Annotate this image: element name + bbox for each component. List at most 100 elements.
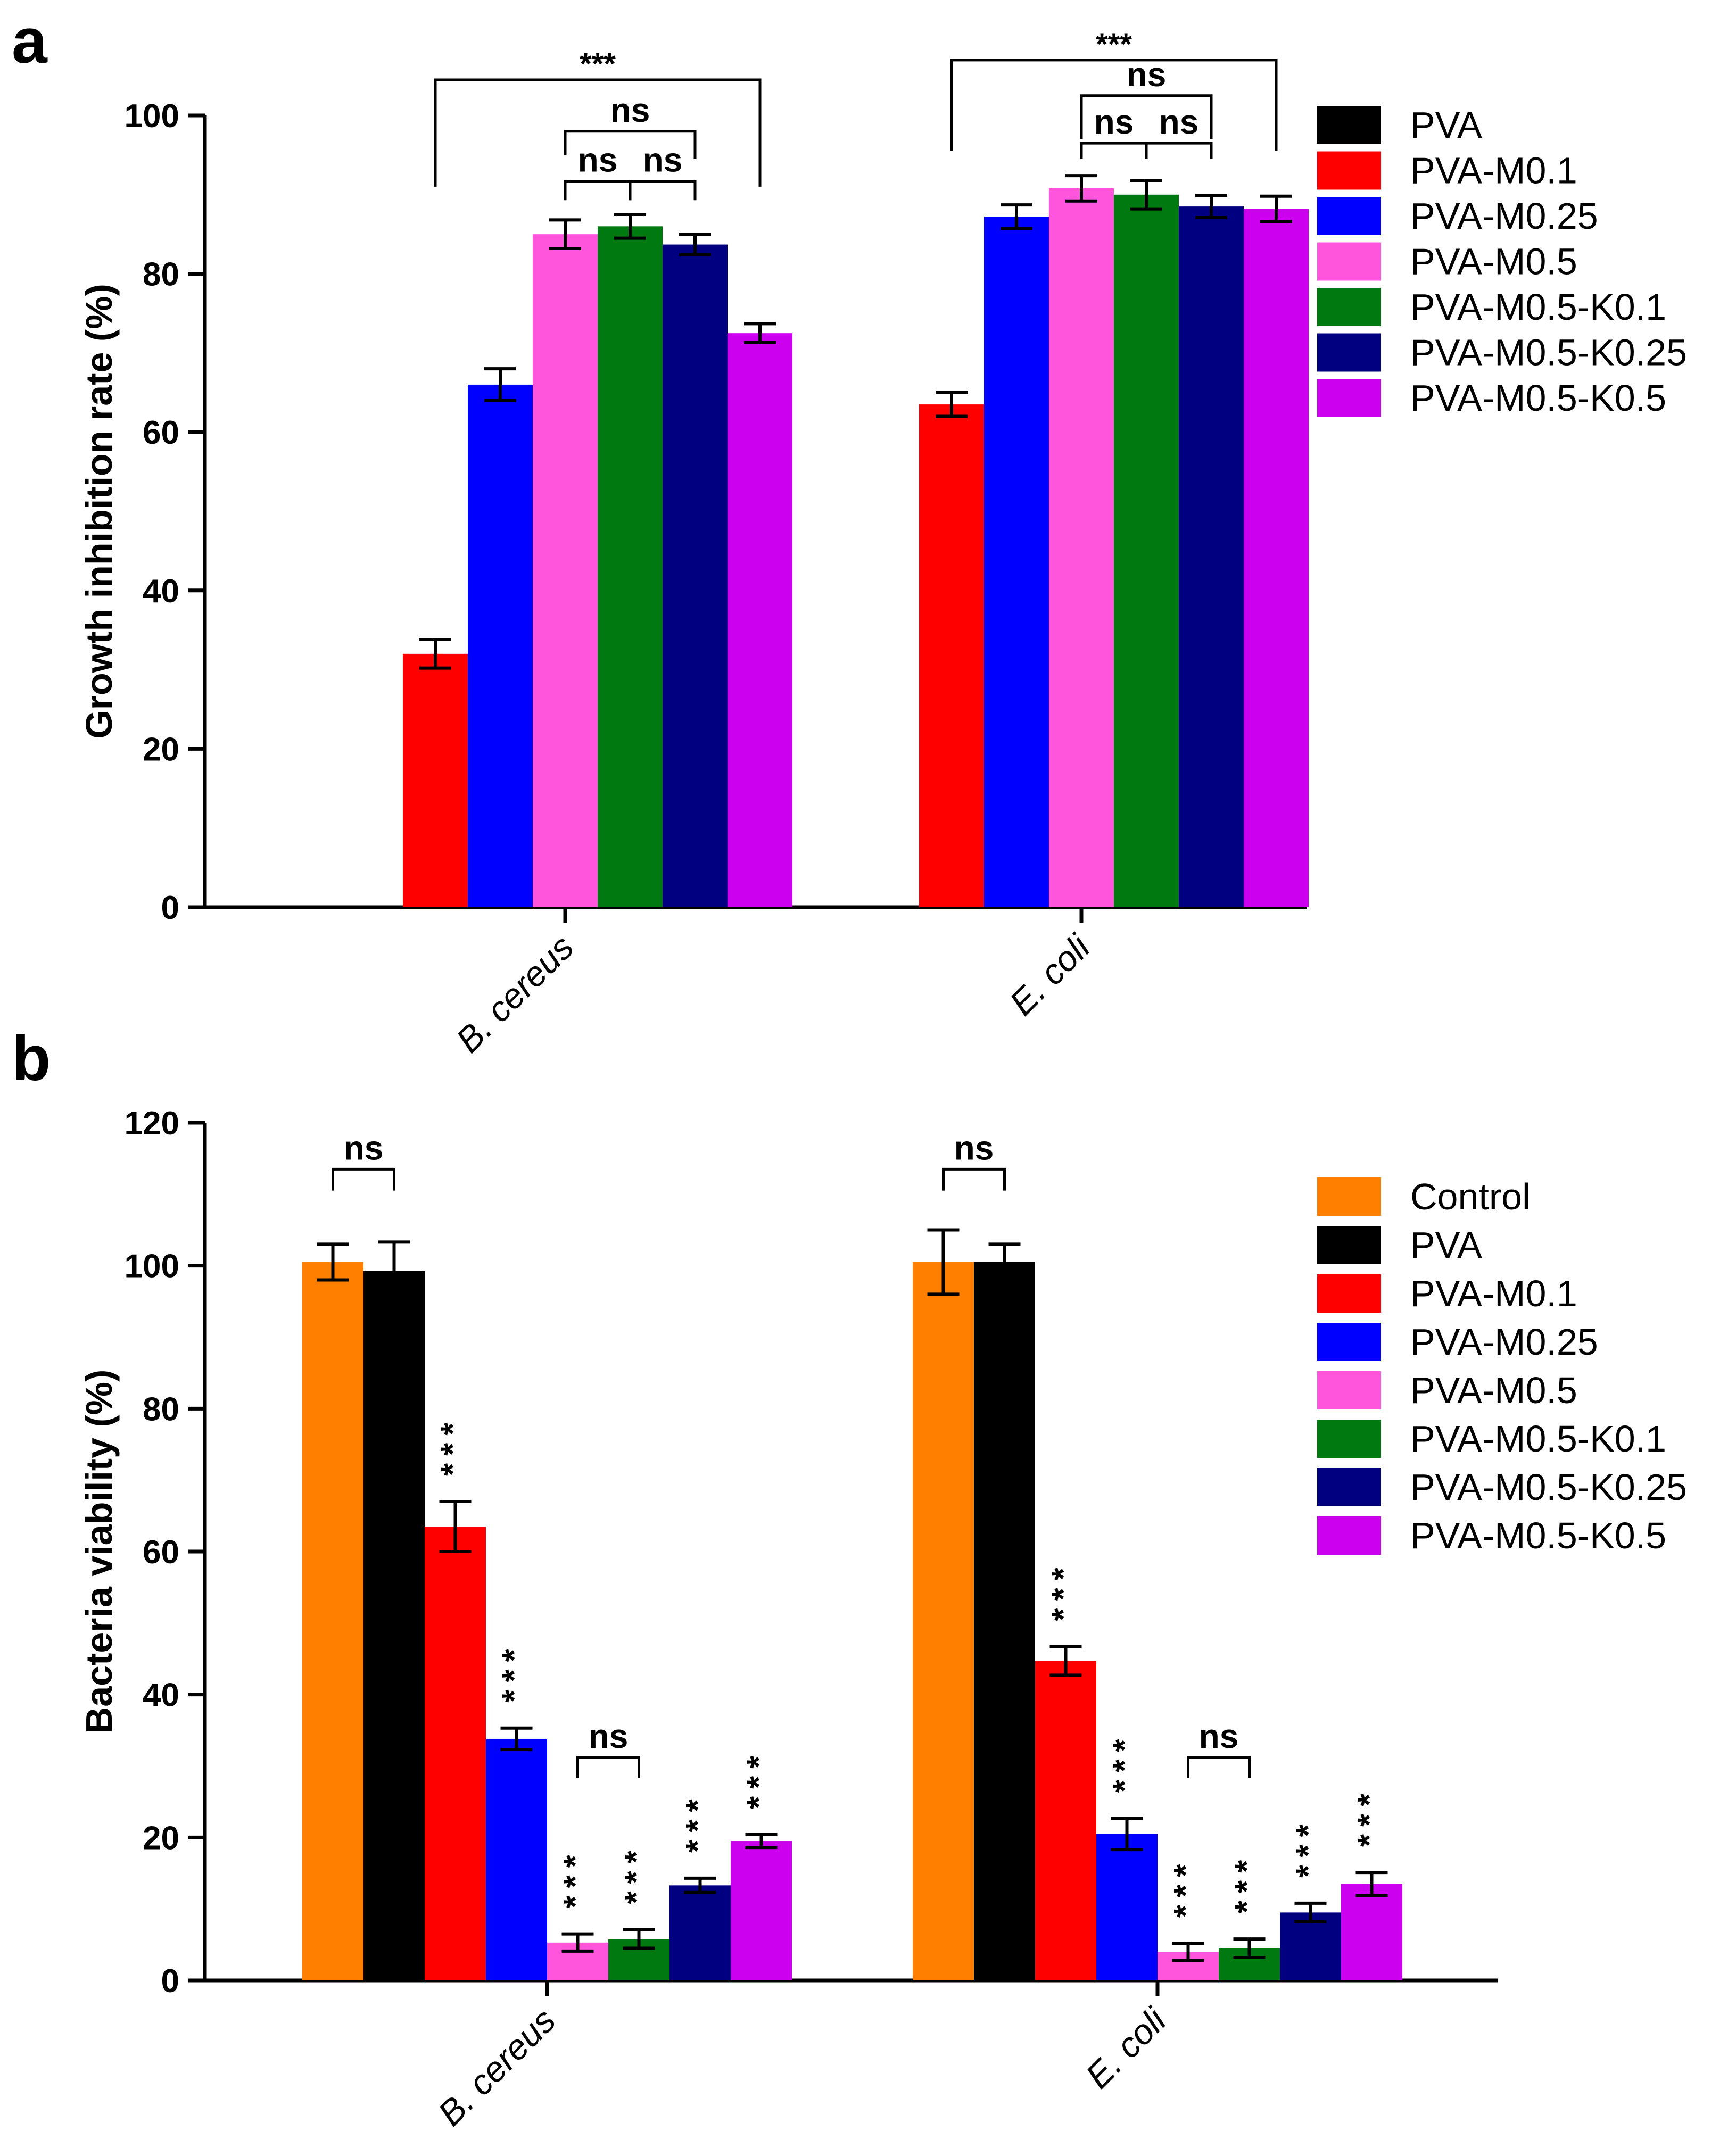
legend-swatch [1317, 1323, 1381, 1361]
chart-b: 0 20 40 60 80 100 120 Bacteria viability (%) ***… [78, 1105, 1687, 2133]
significance-label: ns [1127, 55, 1167, 94]
bar [919, 404, 984, 907]
significance-stars: *** [618, 1843, 655, 1904]
significance-stars: *** [557, 1847, 594, 1908]
bar [1049, 188, 1114, 907]
bar [1035, 1661, 1096, 1980]
bar [669, 1885, 731, 1980]
legend-swatch [1317, 1468, 1381, 1506]
bar [1244, 209, 1309, 908]
bar [913, 1262, 974, 1980]
legend-swatch [1317, 379, 1381, 417]
y-axis-title: Bacteria viability (%) [78, 1370, 120, 1734]
bar [974, 1262, 1035, 1980]
legend-label: PVA-M0.5-K0.5 [1410, 1515, 1666, 1556]
y-tick-label: 120 [125, 1105, 179, 1142]
panel-label-a: a [12, 5, 48, 77]
significance-stars: *** [1168, 1857, 1204, 1918]
legend-swatch [1317, 288, 1381, 326]
significance-label: ns [589, 1717, 629, 1755]
bar [598, 226, 663, 907]
y-tick-label: 20 [143, 1820, 179, 1856]
legend-swatch [1317, 1177, 1381, 1216]
significance-bracket [1080, 94, 1213, 139]
legend-label: PVA-M0.5-K0.1 [1410, 1418, 1666, 1460]
y-tick-label: 100 [125, 98, 179, 135]
significance-bracket [950, 59, 1278, 151]
legend-label: PVA-M0.1 [1410, 1273, 1577, 1314]
significance-bracket [564, 130, 697, 159]
significance-stars: *** [680, 1792, 716, 1853]
bar [533, 234, 598, 908]
significance-label: *** [1096, 27, 1132, 62]
significance-bracket [1145, 142, 1213, 159]
legend-swatch [1317, 333, 1381, 372]
significance-stars: *** [496, 1641, 533, 1702]
legend-label: PVA-M0.5 [1410, 1370, 1577, 1411]
bar [731, 1841, 792, 1980]
significance-bracket [1187, 1756, 1251, 1778]
legend-swatch [1317, 1420, 1381, 1458]
significance-label: *** [580, 47, 616, 81]
legend-label: PVA-M0.25 [1410, 195, 1598, 237]
legend-label: PVA-M0.5 [1410, 241, 1577, 283]
significance-label: ns [1159, 103, 1199, 141]
legend-label: Control [1410, 1176, 1531, 1217]
significance-label: ns [1094, 103, 1134, 141]
legend-swatch [1317, 1516, 1381, 1555]
significance-stars: *** [1229, 1853, 1266, 1913]
significance-stars: *** [1106, 1732, 1143, 1793]
bar [363, 1271, 425, 1980]
bar [486, 1738, 547, 1980]
y-tick-label: 20 [143, 731, 179, 768]
significance-label: ns [610, 91, 650, 129]
y-tick-label: 0 [161, 1963, 179, 2000]
legend-label: PVA-M0.1 [1410, 150, 1577, 192]
significance-bracket [332, 1167, 395, 1191]
significance-label: ns [1199, 1717, 1239, 1755]
bar [663, 244, 728, 908]
bar [302, 1262, 363, 1980]
bar [1280, 1912, 1341, 1980]
legend-label: PVA [1410, 104, 1482, 146]
bar [1341, 1884, 1402, 1980]
significance-stars: *** [1045, 1560, 1082, 1621]
y-tick-label: 40 [143, 573, 179, 610]
panel-label-b: b [12, 1023, 51, 1094]
legend-label: PVA [1410, 1224, 1482, 1266]
legend-label: PVA-M0.25 [1410, 1321, 1598, 1363]
legend-label: PVA-M0.5-K0.25 [1410, 1466, 1687, 1508]
significance-bracket [629, 180, 697, 201]
significance-stars: *** [1290, 1817, 1327, 1878]
legend-swatch [1317, 1226, 1381, 1264]
y-tick-label: 40 [143, 1677, 179, 1714]
category-label: B. cereus [448, 927, 581, 1060]
bar [403, 653, 468, 907]
category-label: E. coli [1078, 2000, 1174, 2096]
bar [1096, 1834, 1158, 1980]
category-label: E. coli [1002, 926, 1098, 1023]
legend-label: PVA-M0.5-K0.1 [1410, 286, 1666, 328]
significance-label: ns [954, 1129, 994, 1167]
legend-label: PVA-M0.5-K0.25 [1410, 332, 1687, 374]
legend-label: PVA-M0.5-K0.5 [1410, 377, 1666, 419]
bar [425, 1526, 486, 1980]
bar [984, 217, 1049, 907]
significance-bracket [434, 78, 762, 187]
legend-swatch [1317, 1274, 1381, 1313]
significance-label: ns [344, 1129, 384, 1167]
significance-stars: *** [741, 1748, 778, 1809]
significance-stars: *** [435, 1415, 472, 1476]
legend-swatch [1317, 1371, 1381, 1409]
chart-a: 0 20 40 60 80 100 Growth inhibition rate (%) B.… [78, 27, 1687, 1060]
y-tick-label: 60 [143, 1534, 179, 1571]
significance-bracket [564, 180, 632, 201]
legend-swatch [1317, 106, 1381, 144]
significance-bracket [942, 1167, 1006, 1191]
y-tick-label: 80 [143, 1391, 179, 1428]
bar [1179, 206, 1244, 907]
y-tick-label: 60 [143, 414, 179, 451]
significance-bracket [1080, 142, 1148, 159]
y-tick-label: 80 [143, 256, 179, 293]
